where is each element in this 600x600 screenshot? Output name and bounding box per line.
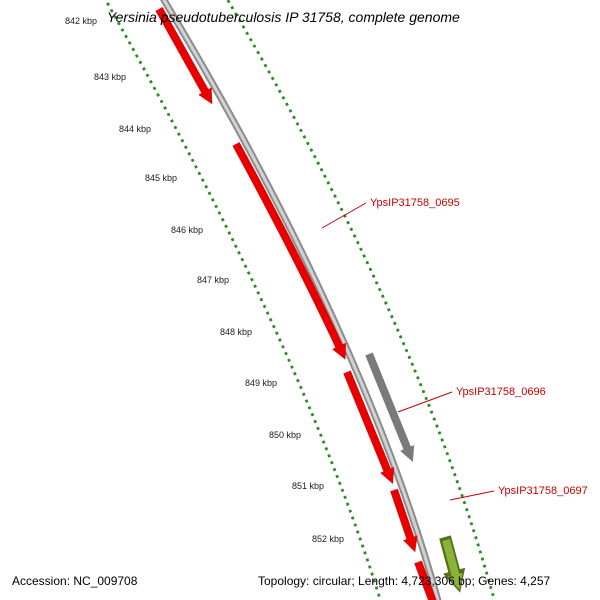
gene-label-0696[interactable]: YpsIP31758_0696 xyxy=(456,386,546,398)
status-genome-info: Topology: circular; Length: 4,723,306 bp… xyxy=(258,574,551,588)
ruler-tick-label: 842 kbp xyxy=(65,16,97,26)
status-accession: Accession: NC_009708 xyxy=(12,574,138,588)
gene-arrow-YpsIP31758_0696[interactable] xyxy=(365,352,415,462)
ruler-tick-label: 847 kbp xyxy=(197,275,229,285)
genome-title: Yersinia pseudotuberculosis IP 31758, co… xyxy=(107,9,460,25)
ruler-dotted-line-outer xyxy=(104,0,382,600)
gene-arrow-forward-2[interactable] xyxy=(343,370,395,484)
ruler-tick-label: 848 kbp xyxy=(220,327,252,337)
ruler-tick-label: 845 kbp xyxy=(145,173,177,183)
ruler-tick-label: 850 kbp xyxy=(269,430,301,440)
ruler-tick-label: 849 kbp xyxy=(245,378,277,388)
ruler-tick-label: 843 kbp xyxy=(94,72,126,82)
ruler-tick-label: 846 kbp xyxy=(171,225,203,235)
gene-label-0697[interactable]: YpsIP31758_0697 xyxy=(498,485,588,497)
leader-line-0697 xyxy=(449,490,495,501)
ruler-dotted-line-inner xyxy=(226,0,496,600)
leader-line-0695 xyxy=(321,202,367,229)
ruler-tick-label: 852 kbp xyxy=(312,534,344,544)
gene-arrow-YpsIP31758_0697[interactable] xyxy=(390,488,418,553)
gene-arrow-forward-1[interactable] xyxy=(155,7,213,105)
gene-label-0695[interactable]: YpsIP31758_0695 xyxy=(370,197,460,209)
gene-arrow-other[interactable] xyxy=(442,538,463,590)
gene-arrow-forward-3[interactable] xyxy=(414,560,437,600)
ruler-tick-label: 844 kbp xyxy=(119,124,151,134)
leader-line-0696 xyxy=(397,391,453,413)
ruler-tick-label: 851 kbp xyxy=(292,481,324,491)
genome-backbone-highlight xyxy=(162,0,440,600)
gene-arrow-YpsIP31758_0695[interactable] xyxy=(232,142,346,360)
